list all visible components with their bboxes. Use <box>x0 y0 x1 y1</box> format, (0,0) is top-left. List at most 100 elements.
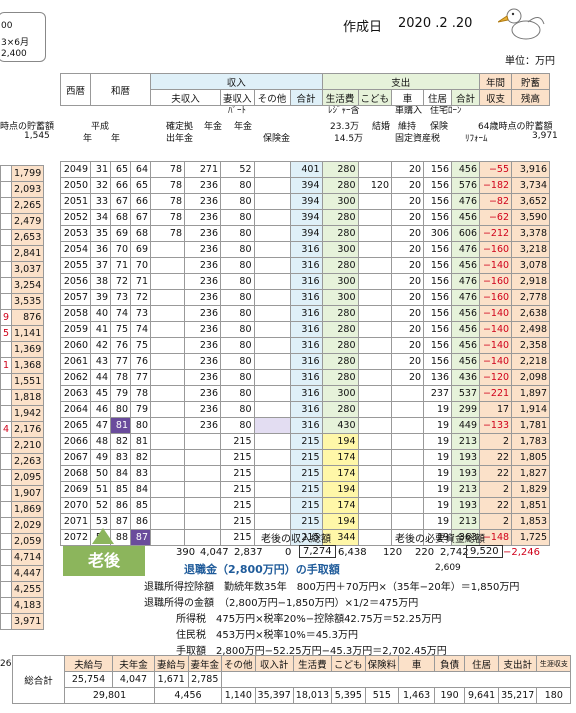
table-cell <box>184 465 221 482</box>
table-cell <box>357 273 393 290</box>
table-cell <box>357 385 393 402</box>
table-cell: 2051 <box>60 193 91 210</box>
table-row: 2072 54 88 87 215 215 344 19 363 −148 1,725 <box>60 529 551 546</box>
table-cell: 80 <box>220 305 255 322</box>
table-cell: 19 <box>423 401 453 418</box>
table-cell: 1,783 <box>511 433 551 450</box>
table-cell: 3,078 <box>511 257 551 274</box>
table-cell: 215 <box>220 433 255 450</box>
table-cell: 2,638 <box>511 305 551 322</box>
table-cell: 2,498 <box>511 321 551 338</box>
table-cell: 236 <box>184 353 221 370</box>
table-cell: 236 <box>184 305 221 322</box>
table-cell: 2 <box>479 481 513 498</box>
sliver-cell: 4,714 <box>11 549 45 566</box>
sliver-cell: 4,447 <box>11 565 45 582</box>
table-cell: 299 <box>451 401 481 418</box>
table-cell: 236 <box>184 209 221 226</box>
table-cell: 73 <box>110 289 131 306</box>
sliver-cell: 2,095 <box>11 469 45 486</box>
sum-r2-children: 5,395 <box>331 687 366 704</box>
table-cell: 64 <box>130 161 151 178</box>
table-cell: −55 <box>479 161 513 178</box>
sliver-cell <box>0 469 13 486</box>
summary-left-num: 26 <box>0 659 12 669</box>
table-cell: 20 <box>391 337 425 354</box>
sliver-cell <box>0 389 13 406</box>
sliver-row: 1,818 <box>0 389 45 406</box>
totals-v7: 120 <box>383 547 403 558</box>
group-expense: 支出 <box>321 73 481 90</box>
table-cell: 71 <box>130 273 151 290</box>
table-cell: 215 <box>289 433 323 450</box>
col-other: その他 <box>253 89 291 106</box>
table-cell: 2071 <box>60 513 91 530</box>
table-cell: 49 <box>90 449 111 466</box>
sliver-row: 3,971 <box>0 613 45 630</box>
table-cell: 2070 <box>60 497 91 514</box>
table-cell: 80 <box>220 241 255 258</box>
table-cell: 80 <box>220 289 255 306</box>
sliver-cell <box>0 405 13 422</box>
table-cell: 2,218 <box>511 353 551 370</box>
table-cell: 213 <box>451 433 481 450</box>
sum-h-income-total: 収入計 <box>254 655 294 672</box>
table-cell: 316 <box>289 305 323 322</box>
table-row: 2069 51 85 84 215 215 194 19 213 2 1,829 <box>60 481 551 498</box>
sliver-cell <box>0 613 13 630</box>
table-cell: 76 <box>130 353 151 370</box>
totals-v9: 2,742 <box>440 547 469 558</box>
table-cell: −160 <box>479 273 513 290</box>
table-cell: 280 <box>321 305 359 322</box>
table-cell: 39 <box>90 289 111 306</box>
table-cell: 52 <box>220 161 255 178</box>
col-children: こども <box>357 89 393 106</box>
roukou-label: 老後 <box>63 546 145 576</box>
sum-r2-expense-total: 35,217 <box>498 687 538 704</box>
table-cell: 44 <box>90 369 111 386</box>
table-cell: 1,914 <box>511 401 551 418</box>
table-cell <box>253 273 291 290</box>
table-cell: 1,805 <box>511 449 551 466</box>
created-label: 作成日 <box>343 20 383 35</box>
table-cell: 476 <box>451 289 481 306</box>
table-cell <box>150 241 185 258</box>
sum-h-children: こども <box>331 655 366 672</box>
sliver-cell <box>0 517 13 534</box>
table-cell: 156 <box>423 177 453 194</box>
sliver-cell: 2,210 <box>11 437 45 454</box>
table-cell: 271 <box>184 161 221 178</box>
table-cell <box>357 305 393 322</box>
sum-h-debt: 負債 <box>434 655 466 672</box>
sum-r2-housing: 9,641 <box>464 687 500 704</box>
table-cell: 456 <box>451 337 481 354</box>
table-cell: 68 <box>110 209 131 226</box>
sliver-cell: 2,059 <box>11 533 45 550</box>
table-cell: 236 <box>184 289 221 306</box>
sliver-cell <box>0 245 13 262</box>
table-cell: 156 <box>423 289 453 306</box>
table-row: 2056 38 72 71 236 80 316 300 20 156 476 −160 2,918 <box>60 273 551 290</box>
table-cell: 65 <box>110 161 131 178</box>
sum-h-insurance: 保険料 <box>364 655 400 672</box>
group-income: 収入 <box>150 73 323 90</box>
sliver-row: 1,369 <box>0 341 45 358</box>
sum-h-housing: 住居 <box>464 655 500 672</box>
table-cell: 215 <box>289 465 323 482</box>
table-cell: 2068 <box>60 465 91 482</box>
table-cell <box>150 353 185 370</box>
group-annual: 年間 <box>479 73 513 90</box>
sliver-cell: 2,176 <box>11 421 45 438</box>
table-cell: 215 <box>220 497 255 514</box>
table-cell: 316 <box>289 241 323 258</box>
table-row: 2055 37 71 70 236 80 316 280 20 156 456 −140 3,078 <box>60 257 551 274</box>
table-cell <box>357 225 393 242</box>
table-cell: 2065 <box>60 417 91 434</box>
table-cell: 280 <box>321 353 359 370</box>
table-cell: 280 <box>321 337 359 354</box>
table-cell <box>150 401 185 418</box>
table-cell: 156 <box>423 337 453 354</box>
table-cell: 300 <box>321 241 359 258</box>
table-cell: 83 <box>130 465 151 482</box>
table-cell: 156 <box>423 321 453 338</box>
